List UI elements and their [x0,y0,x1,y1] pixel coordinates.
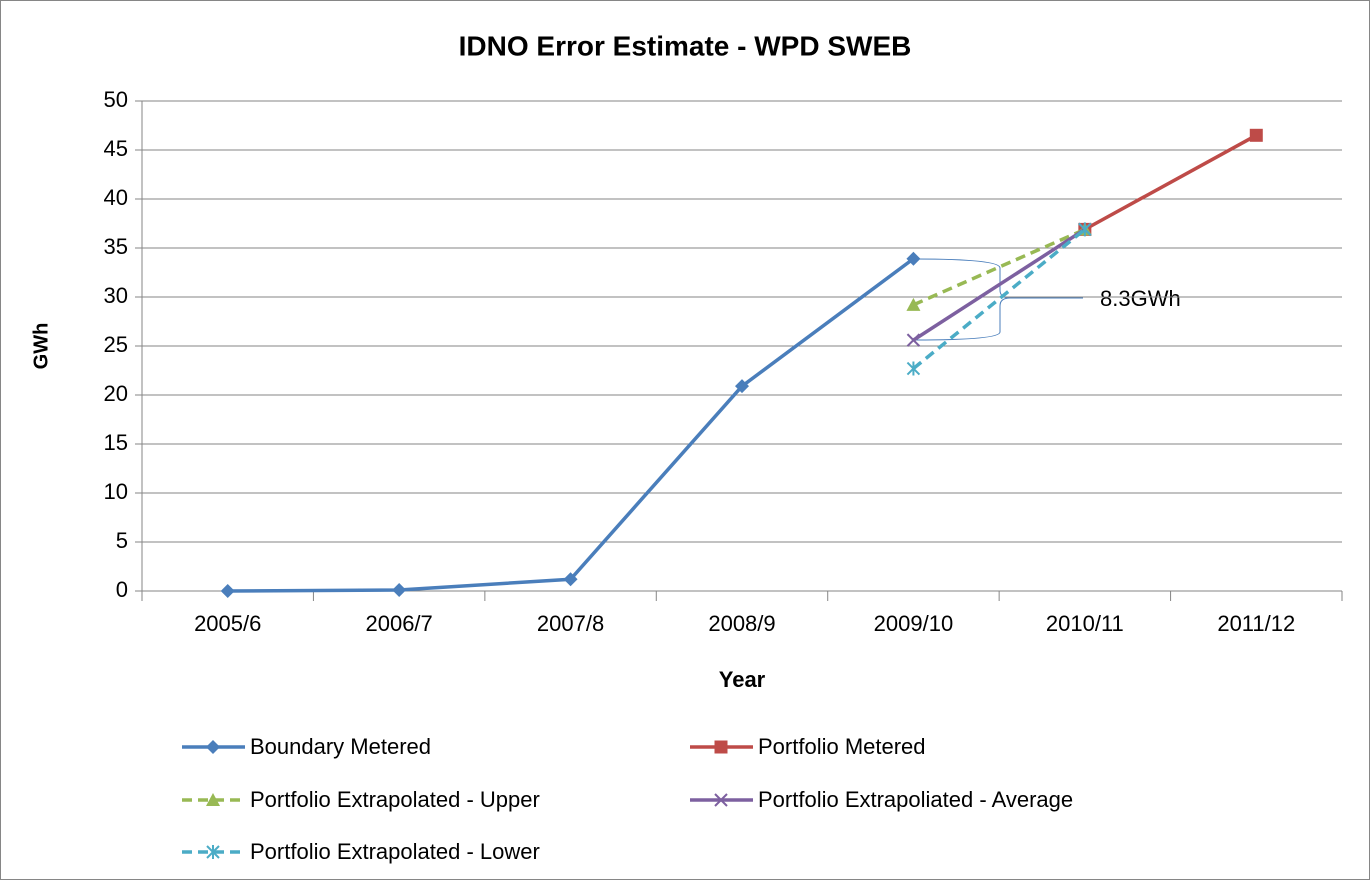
series-line [912,228,1086,370]
x-tick-label: 2006/7 [365,611,432,636]
marker [1249,128,1263,142]
marker [735,379,749,394]
y-tick-label: 35 [104,234,128,259]
legend-label: Portfolio Metered [758,734,926,759]
y-tick-label: 20 [104,381,128,406]
x-axis-label: Year [719,667,766,692]
marker [714,793,728,807]
x-tick-label: 2009/10 [874,611,954,636]
marker [392,583,407,598]
legend-item: Portfolio Metered [690,734,926,759]
legend-item: Portfolio Extrapolated - Upper [182,787,540,812]
marker [906,297,921,311]
y-tick-label: 5 [116,528,128,553]
y-tick-label: 15 [104,430,128,455]
y-tick-label: 50 [104,87,128,112]
annotation: 8.3GWh [1100,286,1181,311]
legend-item: Portfolio Extrapolated - Lower [182,839,540,864]
legend-item: Boundary Metered [182,734,431,759]
marker [220,584,235,598]
x-tick-label: 2005/6 [194,611,261,636]
legend-label: Boundary Metered [250,734,431,759]
marker [1078,222,1092,237]
series-line [912,227,1086,342]
x-tick-label: 2010/11 [1046,611,1124,636]
y-tick-label: 25 [104,332,128,357]
marker [714,740,728,754]
legend-label: Portfolio Extrapolated - Lower [250,839,540,864]
marker [906,251,921,266]
y-tick-label: 10 [104,479,128,504]
y-tick-label: 45 [104,136,128,161]
marker [206,793,220,806]
marker [906,333,921,347]
marker [206,845,220,859]
legend-label: Portfolio Extrapoliated - Average [758,787,1073,812]
legend-label: Portfolio Extrapolated - Upper [250,787,540,812]
y-axis-label: GWh [30,323,52,370]
marker [206,740,220,754]
y-tick-label: 0 [116,577,128,602]
marker [906,361,921,376]
series-line [1084,133,1258,231]
x-tick-label: 2007/8 [537,611,604,636]
y-tick-label: 40 [104,185,128,210]
x-tick-label: 2008/9 [708,611,775,636]
x-tick-label: 2011/12 [1217,611,1295,636]
chart-title: IDNO Error Estimate - WPD SWEB [459,30,912,61]
marker [563,572,578,587]
legend-item: Portfolio Extrapoliated - Average [690,787,1073,812]
y-tick-label: 30 [104,283,128,308]
